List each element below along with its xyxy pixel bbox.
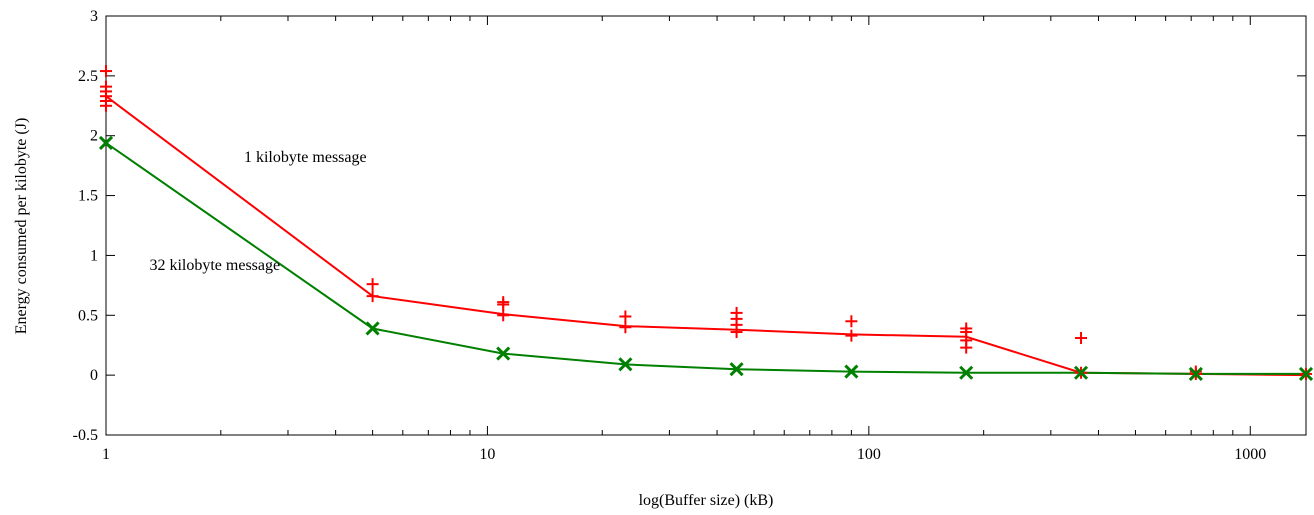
y-tick-label: -0.5 [73,427,98,444]
data-markers [98,65,1314,382]
series-1-point [845,315,858,328]
series-1-point [100,80,112,93]
series-2-line [105,142,1306,375]
series-2-point [729,362,744,377]
series-2-point [1073,365,1089,380]
series-1-point [960,322,973,335]
series-1-point [100,65,112,78]
x-tick-label: 10 [479,446,495,463]
series-2-point [98,135,114,150]
series-1-point [366,290,379,303]
series-1-point [497,309,510,322]
x-axis-title: log(Buffer size) (kB) [639,492,774,509]
y-tick-label: 2 [90,128,98,145]
series-1-point [619,321,632,334]
series-1-line [105,95,1307,377]
series-2-point [844,364,859,379]
axis-ticks: -0.5 0 0.5 1 1.5 2 2.5 3 1 10 100 1000 [73,8,1306,463]
series-2-point [1298,366,1314,382]
series-2-point [1188,366,1203,382]
x-tick-label: 100 [857,446,881,463]
annotation-2: 32 kilobyte message [149,257,280,274]
annotation-1: 1 kilobyte message [244,149,367,166]
series-1-point [730,306,743,319]
plot-frame [105,15,1307,436]
x-tick-label: 1 [102,446,110,463]
series-1-point [497,296,510,309]
y-tick-label: 0.5 [78,307,98,324]
series-1-point [845,329,858,342]
y-tick-label: 1 [90,247,98,264]
series-2-point [496,346,511,361]
series-lines [105,95,1307,377]
y-tick-label: 0 [90,367,98,384]
series-2-point [618,357,633,372]
y-tick-label: 3 [90,8,98,25]
y-tick-label: 1.5 [78,188,98,205]
y-axis-title: Energy consumed per kilobyte (J) [13,118,30,335]
x-tick-label: 1000 [1234,446,1266,463]
series-2-point [959,365,974,380]
series-1-point [619,310,632,323]
y-tick-label: 2.5 [78,68,98,85]
series-2-point [365,321,380,336]
series-1-point [366,278,379,291]
series-1-point [1075,332,1088,345]
annotations: 1 kilobyte message 32 kilobyte message [149,149,366,274]
